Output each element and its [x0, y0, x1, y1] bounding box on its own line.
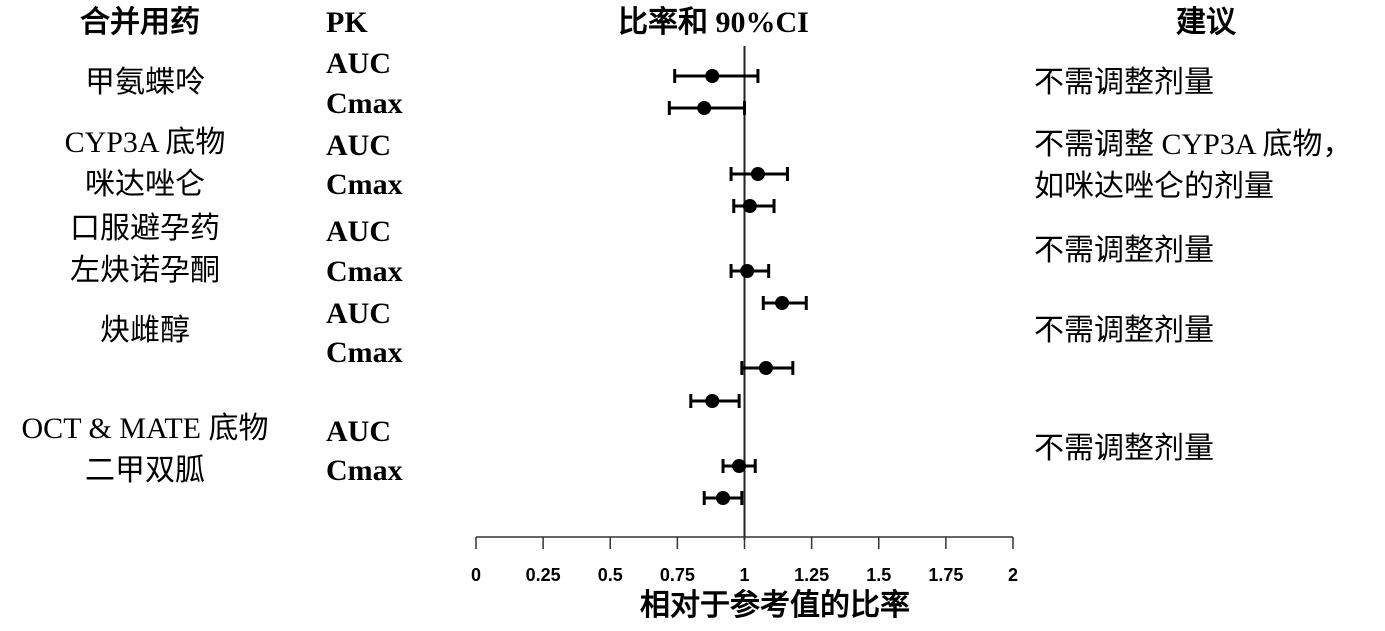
pk-label: Cmax — [326, 87, 403, 120]
x-tick-label: 1 — [739, 565, 749, 585]
ci-point — [689, 394, 741, 408]
ci-point — [729, 264, 771, 278]
pk-label: AUC — [326, 215, 391, 248]
x-tick-label: 0.5 — [598, 565, 623, 585]
ci-point — [667, 101, 746, 115]
drug-methotrexate: 甲氨蝶呤 — [85, 66, 205, 99]
pk-label: Cmax — [326, 454, 403, 487]
ci-point — [740, 361, 795, 375]
chart-title: 比率和 90%CI — [618, 6, 809, 39]
drug-column-header: 合并用药 — [80, 6, 200, 39]
recommendation-oct-mate: 不需调整剂量 — [1034, 432, 1214, 465]
ci-point — [732, 199, 776, 213]
x-tick-label: 2 — [1008, 565, 1018, 585]
pk-column-header: PK — [326, 6, 368, 39]
ci-point — [702, 491, 744, 505]
x-tick-label: 1.5 — [866, 565, 891, 585]
pk-label: AUC — [326, 297, 391, 330]
x-tick-label: 0.75 — [660, 565, 695, 585]
drug-midazolam: 咪达唑仑 — [85, 168, 205, 201]
pk-label: Cmax — [326, 255, 403, 288]
drug-levonorgestrel: 左炔诺孕酮 — [70, 254, 220, 287]
recommendation-column-header: 建议 — [1176, 6, 1236, 39]
x-tick-label: 1.25 — [794, 565, 829, 585]
x-axis-label: 相对于参考值的比率 — [640, 589, 910, 622]
pk-label: AUC — [326, 47, 391, 80]
ci-point — [721, 459, 757, 473]
x-tick-label: 0.25 — [526, 565, 561, 585]
ci-point — [729, 167, 789, 181]
data-points — [667, 69, 808, 505]
drug-ethinyl-estradiol: 炔雌醇 — [100, 314, 190, 347]
drug-oct-mate-substrate: OCT & MATE 底物 — [21, 412, 269, 445]
x-axis: 0 0.25 0.5 0.75 1 1.25 1.5 1.75 2 — [471, 536, 1018, 585]
recommendation-cyp3a-line2: 如咪达唑仑的剂量 — [1034, 170, 1274, 203]
pk-label: AUC — [326, 415, 391, 448]
recommendation-cyp3a-line1: 不需调整 CYP3A 底物， — [1034, 128, 1353, 161]
drug-metformin: 二甲双胍 — [85, 454, 205, 487]
pk-label: Cmax — [326, 168, 403, 201]
x-tick-label: 1.75 — [928, 565, 963, 585]
recommendation-methotrexate: 不需调整剂量 — [1034, 66, 1214, 99]
x-tick-label: 0 — [471, 565, 481, 585]
drug-oral-contraceptive: 口服避孕药 — [70, 212, 220, 245]
ci-point — [673, 69, 760, 83]
pk-label: AUC — [326, 129, 391, 162]
ci-point — [761, 296, 808, 310]
pk-label: Cmax — [326, 336, 403, 369]
recommendation-ethinyl-estradiol: 不需调整剂量 — [1034, 314, 1214, 347]
recommendation-oral-contraceptive: 不需调整剂量 — [1034, 234, 1214, 267]
drug-cyp3a-substrate: CYP3A 底物 — [64, 126, 226, 159]
